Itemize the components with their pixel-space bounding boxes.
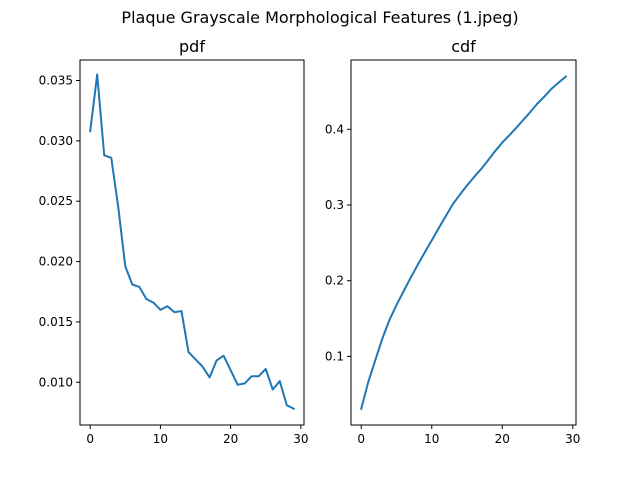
cdf-frame	[350, 59, 577, 426]
pdf-frame	[79, 59, 305, 426]
cdf-ytick-label: 0.3	[325, 198, 344, 212]
pdf-ytick-label: 0.025	[39, 194, 73, 208]
pdf-xtick-label: 0	[86, 432, 94, 446]
pdf-xtick-label: 10	[153, 432, 168, 446]
cdf-line	[360, 75, 568, 411]
cdf-ytick-label: 0.4	[325, 122, 344, 136]
pdf-ytick-label: 0.020	[39, 255, 73, 269]
pdf-ytick-label: 0.010	[39, 375, 73, 389]
pdf-axes: pdf 0 10 20 30 0.010 0.015 0.020 0.025 0.030 0.035	[39, 37, 309, 446]
pdf-xtick-label: 20	[223, 432, 238, 446]
pdf-ytick-label: 0.035	[39, 74, 73, 88]
cdf-title: cdf	[451, 37, 476, 56]
cdf-axes: cdf 0 10 20 30 0.1 0.2 0.3 0.4	[325, 37, 581, 446]
cdf-xtick-label: 10	[424, 432, 439, 446]
pdf-ytick-label: 0.015	[39, 315, 73, 329]
pdf-title: pdf	[179, 37, 205, 56]
cdf-ytick-label: 0.2	[325, 274, 344, 288]
cdf-xtick-label: 30	[565, 432, 580, 446]
cdf-ytick-label: 0.1	[325, 349, 344, 363]
pdf-line	[89, 73, 296, 411]
cdf-xtick-label: 0	[357, 432, 365, 446]
cdf-xtick-label: 20	[495, 432, 510, 446]
figure-suptitle: Plaque Grayscale Morphological Features …	[121, 8, 519, 27]
pdf-ytick-label: 0.030	[39, 134, 73, 148]
pdf-xtick-label: 30	[293, 432, 308, 446]
